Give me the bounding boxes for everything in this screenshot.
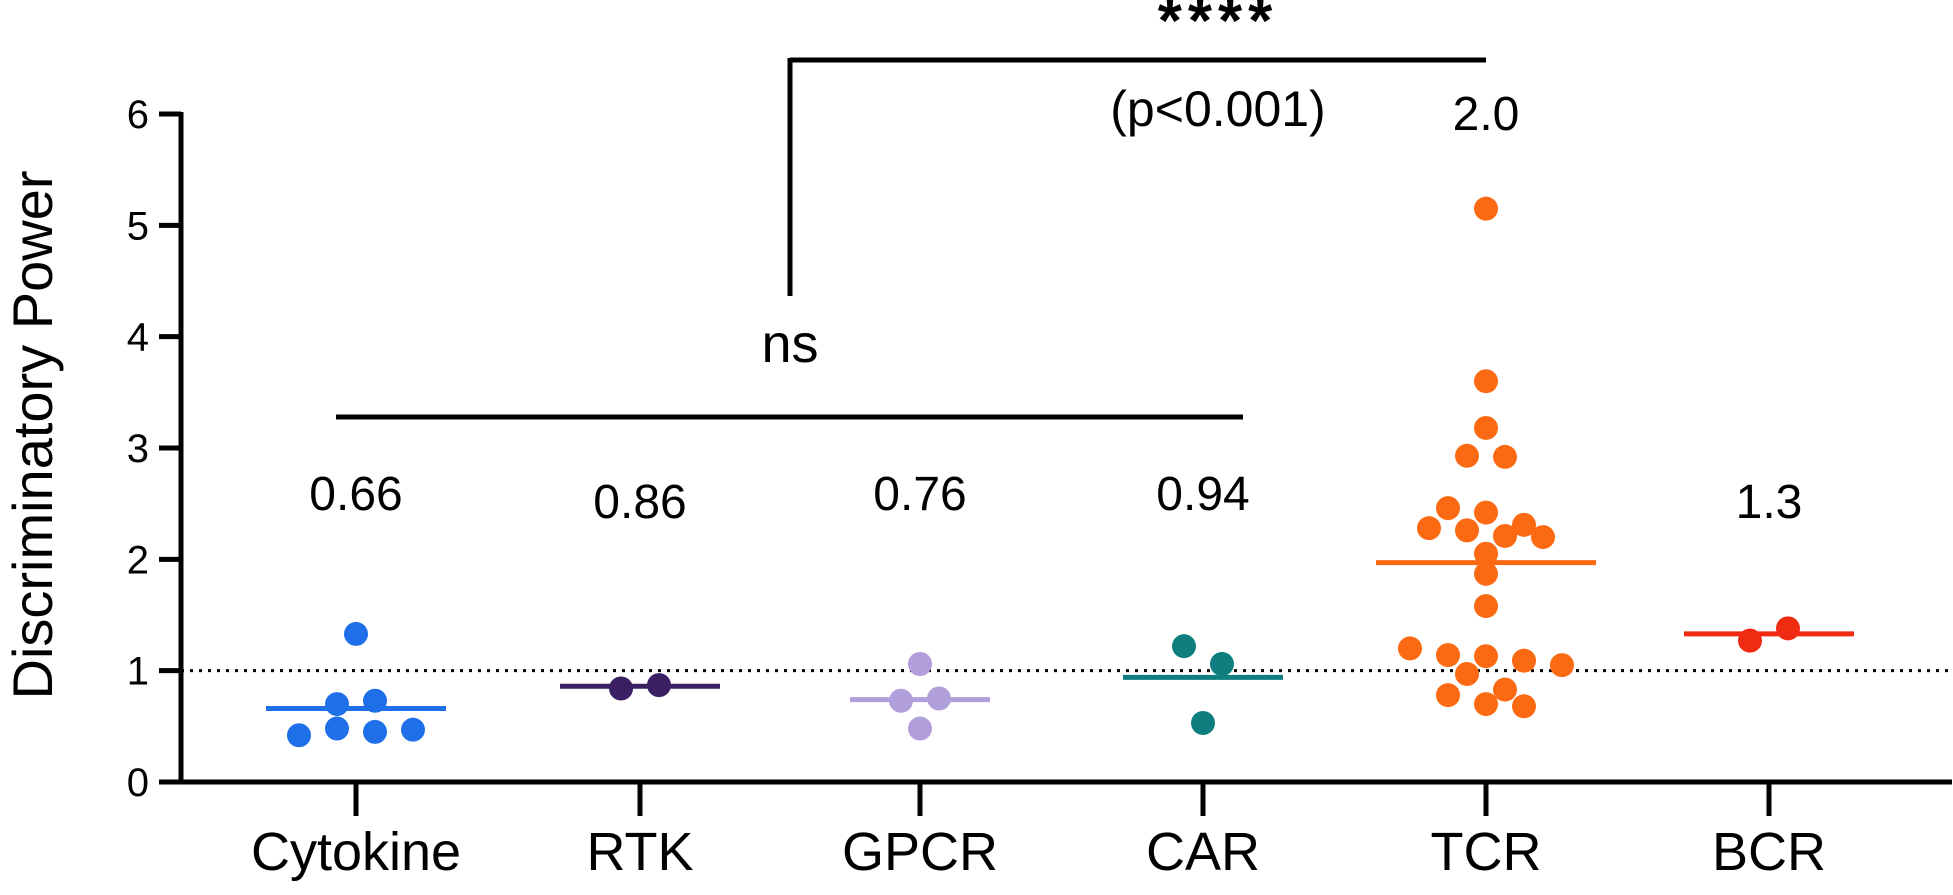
data-point [1455, 518, 1479, 543]
median-label: 1.3 [1736, 476, 1803, 529]
median-label: 0.94 [1156, 468, 1249, 521]
data-point [908, 716, 932, 741]
data-point [1512, 648, 1536, 673]
median-label: 0.76 [873, 468, 966, 521]
axes [178, 112, 1952, 785]
data-point [1210, 651, 1234, 676]
data-point [1436, 496, 1460, 521]
data-point [1474, 541, 1498, 566]
data-point [1474, 594, 1498, 619]
y-tick-label: 2 [127, 538, 149, 582]
median-label: 0.86 [593, 476, 686, 529]
data-point [1474, 369, 1498, 394]
data-point [401, 717, 425, 742]
data-point [1474, 196, 1498, 221]
x-tick-label: BCR [1712, 822, 1826, 882]
y-axis-title: Discriminatory Power [1, 171, 64, 700]
data-point [1172, 634, 1196, 659]
data-point [1493, 523, 1517, 548]
data-point [1436, 683, 1460, 708]
x-tick-label: TCR [1431, 822, 1542, 882]
data-point [1493, 677, 1517, 702]
data-point [325, 716, 349, 741]
data-point [1550, 653, 1574, 678]
median-lines [266, 560, 1854, 712]
x-tick-label: RTK [586, 822, 693, 882]
y-tick-label: 5 [127, 204, 149, 248]
significance-p-value: (p<0.001) [1110, 81, 1325, 137]
data-point [1417, 516, 1441, 541]
significance-stars: **** [1158, 0, 1279, 56]
x-tick-label: Cytokine [251, 822, 461, 882]
x-tick-label: GPCR [842, 822, 998, 882]
y-tick-label: 0 [127, 761, 149, 805]
y-tick-label: 3 [127, 427, 149, 471]
data-point [1474, 644, 1498, 669]
data-point [908, 651, 932, 676]
median-labels: 0.66 0.86 0.76 0.94 2.0 1.3 [309, 88, 1802, 529]
data-point [1531, 525, 1555, 550]
data-point [1474, 561, 1498, 586]
data-point [1455, 662, 1479, 687]
data-point [1191, 710, 1215, 735]
data-point [1512, 512, 1536, 537]
median-label: 0.66 [309, 468, 402, 521]
data-point [1474, 415, 1498, 440]
x-ticks: Cytokine RTK GPCR CAR TCR BCR [251, 782, 1826, 882]
data-point [1455, 443, 1479, 468]
data-point [1436, 643, 1460, 668]
significance-annotations: **** (p<0.001) ns [336, 0, 1486, 420]
data-point [287, 723, 311, 748]
data-point [363, 719, 387, 744]
data-point [1493, 444, 1517, 469]
median-label: 2.0 [1453, 88, 1520, 141]
data-points [287, 196, 1800, 748]
ns-label: ns [761, 314, 818, 374]
data-point [1474, 500, 1498, 525]
data-point [1776, 616, 1800, 641]
data-point [344, 621, 368, 646]
y-tick-label: 1 [127, 650, 149, 694]
data-point [1512, 694, 1536, 719]
y-tick-label: 4 [127, 316, 149, 360]
y-ticks: 0 1 2 3 4 5 6 [127, 93, 181, 805]
data-point [1474, 692, 1498, 717]
data-point [1398, 636, 1422, 661]
x-tick-label: CAR [1146, 822, 1260, 882]
y-tick-label: 6 [127, 93, 149, 137]
data-point [325, 692, 349, 717]
